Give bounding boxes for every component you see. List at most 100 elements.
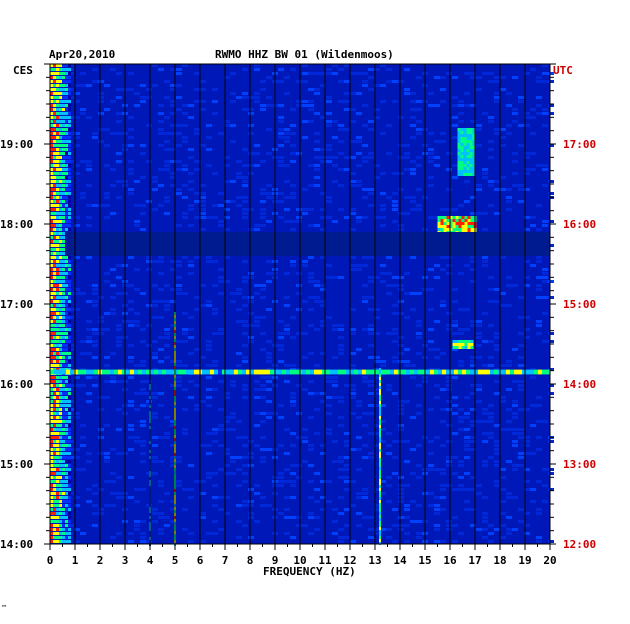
spectrogram-cell <box>65 380 68 383</box>
spectrogram-cell <box>68 340 71 343</box>
noise-cell <box>320 444 326 447</box>
spectrogram-cell <box>59 364 62 367</box>
spectrogram-cell <box>68 436 71 439</box>
spectrogram-cell <box>53 432 56 435</box>
noise-cell <box>86 320 92 323</box>
spectrogram-cell <box>50 236 53 239</box>
noise-cell <box>278 192 284 195</box>
noise-cell <box>98 428 104 431</box>
noise-cell <box>170 500 176 503</box>
noise-cell <box>452 104 458 107</box>
spectrogram-cell <box>62 168 65 171</box>
noise-cell <box>524 328 530 331</box>
noise-cell <box>236 160 242 163</box>
noise-cell <box>446 72 452 75</box>
noise-cell <box>188 264 194 267</box>
spectrogram-cell <box>65 160 68 163</box>
noise-cell <box>302 212 308 215</box>
noise-cell <box>290 396 296 399</box>
noise-cell <box>92 344 98 347</box>
noise-cell <box>302 104 308 107</box>
spectrogram-cell <box>65 64 68 67</box>
spectrogram-cell <box>65 220 68 223</box>
spectrogram-cell <box>437 216 441 219</box>
noise-cell <box>362 412 368 415</box>
spectrogram-cell <box>68 404 71 407</box>
spectrogram-cell <box>50 68 53 71</box>
noise-cell <box>188 380 194 383</box>
noise-cell <box>470 420 476 423</box>
spectrogram-cell <box>314 369 318 375</box>
spectrogram-cell <box>467 343 471 346</box>
spectrogram-cell <box>56 136 59 139</box>
noise-cell <box>302 388 308 391</box>
noise-cell <box>410 124 416 127</box>
noise-cell <box>302 440 308 443</box>
spectrogram-cell <box>126 369 130 375</box>
spectrogram-cell <box>62 264 65 267</box>
noise-cell <box>80 292 86 295</box>
noise-cell <box>398 360 404 363</box>
spectrogram-cell <box>379 404 381 407</box>
noise-cell <box>356 512 362 515</box>
spectrogram-cell <box>56 524 59 527</box>
spectrogram-cell <box>379 458 381 461</box>
noise-cell <box>398 484 404 487</box>
spectrogram-cell <box>56 208 59 211</box>
spectrogram-cell <box>65 144 68 147</box>
spectrogram-cell <box>53 304 56 307</box>
noise-cell <box>104 364 110 367</box>
noise-cell <box>98 128 104 131</box>
spectrogram-cell <box>50 324 53 327</box>
spectrogram-cell <box>65 360 68 363</box>
noise-cell <box>440 388 446 391</box>
noise-cell <box>170 100 176 103</box>
spectrogram-cell <box>50 88 53 91</box>
noise-cell <box>296 220 302 223</box>
noise-cell <box>308 72 314 75</box>
noise-cell <box>104 356 110 359</box>
spectrogram-cell <box>62 228 65 231</box>
spectrogram-cell <box>68 536 71 539</box>
noise-cell <box>530 168 536 171</box>
noise-cell <box>248 276 254 279</box>
spectrogram-cell <box>62 416 65 419</box>
noise-cell <box>368 88 374 91</box>
noise-cell <box>446 328 452 331</box>
spectrogram-cell <box>379 371 381 374</box>
spectrogram-cell <box>446 225 450 228</box>
noise-cell <box>500 428 506 431</box>
spectrogram-cell <box>56 244 59 247</box>
spectrogram-cell <box>457 143 461 146</box>
spectrogram-cell <box>449 222 453 225</box>
noise-cell <box>98 80 104 83</box>
noise-cell <box>488 356 494 359</box>
spectrogram-cell <box>457 164 461 167</box>
noise-cell <box>338 328 344 331</box>
noise-cell <box>344 488 350 491</box>
noise-cell <box>506 276 512 279</box>
noise-cell <box>110 184 116 187</box>
noise-cell <box>170 360 176 363</box>
noise-cell <box>296 332 302 335</box>
spectrogram-cell <box>469 137 473 140</box>
noise-cell <box>308 280 314 283</box>
noise-cell <box>338 396 344 399</box>
noise-cell <box>110 380 116 383</box>
spectrogram-cell <box>65 432 68 435</box>
noise-cell <box>200 284 206 287</box>
spectrogram-cell <box>65 440 68 443</box>
spectrogram-cell <box>318 369 322 375</box>
spectrogram-cell <box>50 104 53 107</box>
noise-cell <box>248 112 254 115</box>
spectrogram-cell <box>463 164 467 167</box>
spectrogram-cell <box>65 452 68 455</box>
noise-cell <box>260 200 266 203</box>
noise-cell <box>206 472 212 475</box>
noise-cell <box>266 504 272 507</box>
spectrogram-cell <box>178 369 182 375</box>
noise-cell <box>338 536 344 539</box>
noise-cell <box>200 100 206 103</box>
noise-cell <box>548 180 554 183</box>
noise-cell <box>308 444 314 447</box>
